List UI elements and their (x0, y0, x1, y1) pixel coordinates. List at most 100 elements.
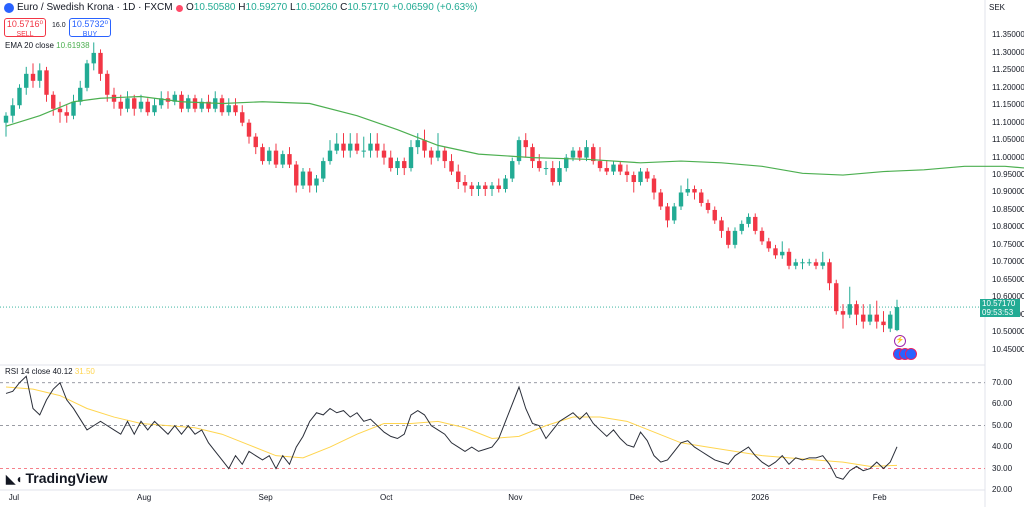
candle-body (685, 189, 690, 193)
candle-body (240, 112, 245, 123)
candle-body (51, 94, 56, 109)
sell-button[interactable]: 10.5716⁰ SELL (4, 18, 46, 38)
candle (672, 202, 677, 224)
candle (159, 91, 164, 109)
candle-body (712, 209, 717, 221)
candle (415, 133, 420, 155)
currency-label[interactable]: SEK (989, 3, 1006, 12)
candle (98, 49, 103, 81)
lightning-event-icon[interactable]: ⚡ (894, 335, 906, 347)
candle (91, 42, 96, 71)
candle (307, 168, 312, 193)
candle (874, 300, 879, 329)
candle (294, 161, 299, 193)
candle (435, 133, 441, 162)
candle (658, 189, 663, 210)
close-value: 10.57170 (347, 2, 390, 13)
candle (442, 147, 447, 169)
candle-body (645, 171, 650, 179)
candle (314, 175, 319, 193)
candle (665, 202, 670, 228)
candle-body (280, 154, 285, 165)
candle-body (138, 101, 144, 109)
candle (57, 101, 63, 123)
ema-line (5, 95, 1024, 176)
candle-body (476, 185, 481, 189)
ema-legend[interactable]: EMA 20 close 10.61938 (5, 41, 90, 50)
tv-logo-icon: ◣◖ (6, 472, 23, 486)
candle-body (793, 262, 798, 266)
candle-body (503, 178, 508, 189)
rsi-legend[interactable]: RSI 14 close 40.12 31.50 (5, 367, 95, 376)
candle (624, 164, 630, 183)
candle-body (71, 101, 76, 116)
candle (834, 279, 839, 315)
candle (233, 98, 238, 116)
time-tick-label: Sep (258, 493, 273, 502)
candle (145, 98, 150, 116)
candle-body (368, 143, 373, 151)
candle (732, 227, 738, 249)
price-tick-label: 10.75000 (992, 239, 1024, 249)
candle-body (253, 136, 258, 148)
price-tick-label: 11.10000 (992, 117, 1024, 127)
buy-button[interactable]: 10.5732⁰ BUY (69, 18, 111, 38)
candle (287, 147, 292, 169)
candle (861, 304, 866, 329)
candle (260, 143, 265, 165)
price-tick-label: 11.15000 (992, 100, 1024, 110)
candle (564, 154, 569, 172)
candle-body (341, 143, 346, 151)
candle-body (172, 94, 177, 102)
candle-body (773, 248, 778, 256)
candle-body (739, 223, 744, 231)
candle (692, 185, 697, 200)
symbol-title[interactable]: Euro / Swedish Krona · 1D · FXCM (17, 2, 173, 13)
ohlc-values: O10.50580 H10.59270 L10.50260 C10.57170 … (186, 2, 478, 13)
candle (604, 161, 609, 176)
candle (483, 182, 488, 196)
candle (17, 84, 22, 109)
candle (611, 161, 616, 176)
candle (820, 251, 825, 270)
candle-body (672, 206, 677, 221)
candle-body (105, 73, 110, 95)
candle (341, 133, 346, 158)
candle (186, 94, 191, 113)
candle (685, 178, 690, 196)
candle-body (854, 304, 859, 315)
candle-body (523, 140, 528, 148)
candle-body (746, 216, 751, 224)
candle-body (516, 140, 522, 162)
candle-body (678, 192, 684, 207)
candle-body (17, 87, 22, 106)
candle (705, 199, 711, 214)
candle-body (402, 161, 407, 169)
candle-body (719, 220, 724, 231)
market-status-icon[interactable] (176, 5, 183, 12)
candle (402, 157, 407, 176)
candle-body (638, 171, 643, 183)
candle-body (462, 182, 468, 186)
last-price-tag: 10.57170 09:53:53 (980, 299, 1020, 317)
countdown: 09:53:53 (982, 308, 1014, 317)
tradingview-logo[interactable]: ◣◖ TradingView (6, 470, 108, 486)
candle-body (651, 178, 657, 193)
candle-body (327, 150, 333, 162)
candle (719, 216, 724, 238)
candle-body (611, 164, 616, 172)
candle-body (874, 314, 879, 322)
candle-body (726, 230, 731, 245)
event-marker-icon[interactable] (905, 348, 917, 360)
candle-body (388, 157, 393, 169)
price-tick-label: 10.45000 (992, 344, 1024, 354)
candle (334, 133, 339, 155)
rsi-tick-label: 50.00 (992, 420, 1013, 430)
candle-body (30, 73, 36, 81)
candle (422, 129, 427, 158)
candle (854, 300, 859, 326)
candle-body (246, 122, 252, 137)
candle (597, 147, 603, 172)
candle (125, 91, 130, 113)
